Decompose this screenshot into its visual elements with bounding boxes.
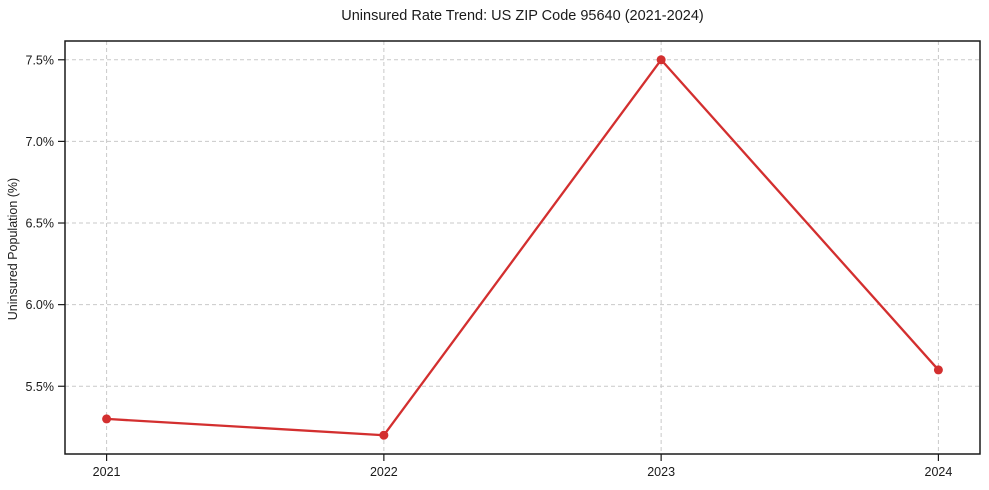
data-point-marker	[933, 365, 943, 375]
data-point-marker	[102, 414, 112, 424]
chart-title: Uninsured Rate Trend: US ZIP Code 95640 …	[341, 8, 704, 24]
y-tick-label: 5.5%	[26, 380, 55, 394]
data-point-marker	[379, 430, 389, 440]
y-tick-label: 7.5%	[26, 53, 55, 67]
x-tick-label: 2024	[925, 465, 953, 479]
trend-line	[105, 58, 940, 437]
x-tick-label: 2022	[370, 465, 398, 479]
y-tick-label: 6.0%	[26, 298, 55, 312]
y-tick-label: 6.5%	[26, 217, 55, 231]
data-point-marker	[656, 55, 666, 65]
plot-border	[64, 40, 981, 455]
x-tick-label: 2023	[647, 465, 675, 479]
y-tick-label: 7.0%	[26, 135, 55, 149]
x-tick-label: 2021	[93, 465, 121, 479]
